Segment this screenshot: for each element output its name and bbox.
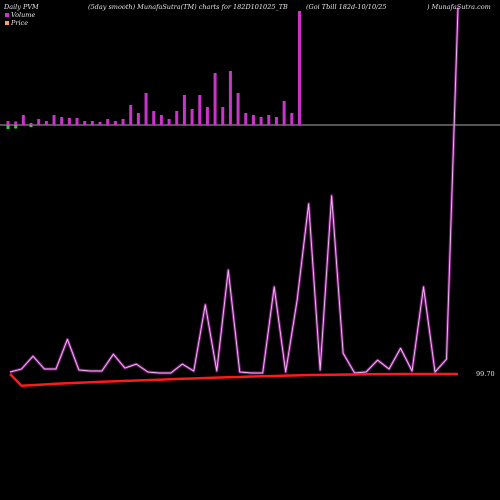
- volume-bar: [75, 118, 79, 125]
- volume-bar: [90, 121, 94, 125]
- volume-bar-down: [6, 125, 10, 129]
- chart-header-symbol: (Goi Tbill 182d-10/10/25: [306, 3, 387, 11]
- volume-bar: [106, 119, 110, 125]
- legend-volume-label: Volume: [11, 11, 36, 19]
- price-line: [9, 372, 458, 387]
- volume-bar: [37, 119, 41, 125]
- volume-bar: [152, 111, 156, 125]
- volume-bar: [113, 121, 117, 125]
- volume-bar: [198, 95, 202, 125]
- volume-bar: [21, 115, 25, 125]
- volume-bar: [182, 95, 186, 125]
- volume-bar: [167, 119, 171, 125]
- legend-price-label: Price: [11, 19, 29, 27]
- volume-bar: [136, 113, 140, 125]
- volume-bar: [144, 93, 148, 125]
- chart-header-site: ) MunafaSutra.com: [427, 3, 491, 11]
- legend-volume: Volume: [5, 11, 35, 19]
- volume-bar: [14, 121, 18, 125]
- volume-bar: [259, 117, 263, 125]
- volume-bar: [52, 115, 56, 125]
- volume-bar: [282, 101, 286, 125]
- volume-bar: [274, 117, 278, 125]
- volume-bar-down: [29, 125, 33, 127]
- volume-bar: [129, 105, 133, 125]
- volume-bar-down: [14, 125, 18, 129]
- volume-bar: [297, 11, 301, 125]
- smooth-volume-line: [9, 7, 459, 374]
- legend-volume-swatch: [5, 13, 9, 17]
- volume-bar: [29, 123, 33, 125]
- volume-bar: [228, 71, 232, 125]
- volume-bar: [290, 113, 294, 125]
- chart-header-left: Daily PVM: [4, 3, 39, 11]
- volume-bar: [67, 118, 71, 125]
- volume-bar: [236, 93, 240, 125]
- volume-bar: [6, 121, 10, 125]
- volume-bar: [244, 113, 248, 125]
- legend-price-swatch: [5, 21, 9, 25]
- volume-bar: [98, 122, 102, 125]
- volume-bar: [83, 121, 87, 125]
- legend-price: Price: [5, 19, 28, 27]
- chart-header-title: (5day smooth) MunafaSutra(TM) charts for…: [88, 3, 288, 11]
- volume-bar: [44, 121, 48, 125]
- volume-bar: [205, 107, 209, 125]
- volume-bar: [213, 73, 217, 125]
- volume-bar: [267, 115, 271, 125]
- volume-bar: [121, 119, 125, 125]
- volume-bar: [175, 111, 179, 125]
- volume-bar: [221, 107, 225, 125]
- volume-bar: [60, 117, 64, 125]
- volume-bar: [159, 115, 163, 125]
- price-value-label: 99.70: [476, 370, 495, 378]
- volume-bar: [251, 115, 255, 125]
- volume-bar: [190, 109, 194, 125]
